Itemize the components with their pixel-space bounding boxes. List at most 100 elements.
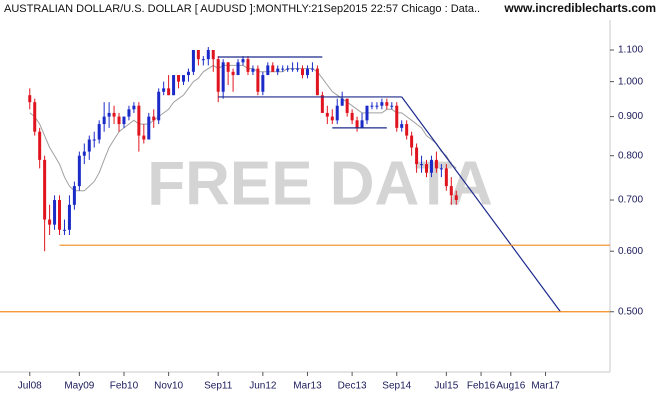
candle-body: [320, 95, 324, 113]
candle-body: [67, 204, 71, 230]
candle-body: [167, 88, 171, 96]
candle-body: [271, 65, 275, 72]
candle-body: [172, 75, 176, 96]
candle-body: [385, 102, 389, 106]
candle-body: [251, 68, 255, 72]
candle-body: [82, 151, 86, 156]
candle-body: [276, 68, 280, 72]
candle-body: [122, 116, 126, 125]
candle-body: [117, 116, 121, 125]
candle-body: [72, 186, 76, 205]
y-tick-label: 0.800: [618, 150, 643, 161]
candle-body: [305, 68, 309, 76]
candle-body: [449, 186, 453, 196]
candle-body: [380, 102, 384, 106]
x-tick-label: Mar17: [531, 381, 560, 392]
x-tick-label: Sep11: [204, 381, 233, 392]
candle-body: [152, 116, 156, 121]
candle-body: [454, 195, 458, 201]
candle-body: [112, 112, 116, 117]
candle-body: [390, 105, 394, 107]
candle-body: [439, 168, 443, 170]
candle-body: [53, 200, 57, 225]
candle-body: [301, 68, 305, 76]
candle-body: [434, 159, 438, 169]
candle-body: [395, 105, 399, 128]
candle-body: [48, 219, 52, 225]
candle-body: [236, 62, 240, 76]
candle-body: [291, 68, 295, 70]
candle-body: [400, 124, 404, 128]
candle-body: [181, 75, 185, 82]
candle-body: [43, 159, 47, 220]
trend-line: [401, 96, 561, 313]
candle-body: [355, 120, 359, 128]
source: www.incrediblecharts.com: [503, 1, 656, 15]
candle-body: [226, 62, 230, 72]
candle-body: [256, 68, 260, 92]
candle-body: [137, 105, 141, 136]
y-tick-label: 1.100: [618, 45, 643, 56]
candle-body: [33, 102, 37, 132]
y-tick-label: 0.600: [618, 246, 643, 257]
y-tick-label: 0.900: [618, 111, 643, 122]
candle-body: [246, 59, 250, 72]
y-tick-label: 0.500: [618, 306, 643, 317]
candle-body: [429, 159, 433, 173]
x-tick-label: Feb10: [110, 381, 139, 392]
candle-body: [296, 68, 300, 70]
candle-body: [221, 62, 225, 92]
candle-body: [420, 164, 424, 166]
candle-body: [92, 139, 96, 141]
candle-body: [425, 164, 429, 173]
candle-body: [38, 131, 42, 160]
candle-body: [211, 49, 215, 60]
candle-body: [310, 68, 314, 70]
candle-body: [286, 68, 290, 70]
candle-body: [97, 124, 101, 140]
candle-body: [266, 65, 270, 76]
candle-body: [335, 105, 339, 121]
y-tick-label: 0.700: [618, 195, 643, 206]
candle-body: [415, 147, 419, 165]
x-tick-label: Dec13: [338, 381, 367, 392]
candle-body: [410, 135, 414, 148]
candle-body: [107, 112, 111, 117]
candle-body: [102, 116, 106, 125]
candle-body: [62, 229, 66, 231]
candle-body: [405, 124, 409, 136]
candle-body: [177, 75, 181, 82]
candle-body: [87, 139, 91, 152]
candle-body: [58, 200, 62, 230]
x-tick-label: Feb16: [467, 381, 496, 392]
candle-body: [315, 68, 319, 96]
chart-title: AUSTRALIAN DOLLAR/U.S. DOLLAR [ AUDUSD ]…: [4, 3, 480, 15]
candle-body: [360, 120, 364, 128]
x-tick-label: Jun12: [249, 381, 277, 392]
x-tick-label: Aug16: [496, 381, 525, 392]
candle-body: [201, 59, 205, 61]
candle-body: [330, 116, 334, 121]
candle-body: [216, 59, 220, 92]
candle-body: [186, 71, 190, 76]
candle-body: [206, 49, 210, 60]
candle-body: [147, 116, 151, 140]
candle-body: [28, 95, 32, 103]
x-tick-label: Mar13: [293, 381, 322, 392]
candle-body: [132, 105, 136, 110]
candle-body: [142, 135, 146, 140]
x-tick-label: May09: [64, 381, 94, 392]
x-tick-label: Sep14: [382, 381, 411, 392]
candle-body: [231, 71, 235, 76]
candle-body: [370, 105, 374, 107]
watermark: FREE DATA: [147, 149, 493, 218]
candle-body: [127, 109, 131, 117]
candle-body: [350, 112, 354, 121]
candle-body: [191, 49, 195, 72]
x-tick-label: Nov10: [154, 381, 183, 392]
candle-body: [241, 59, 245, 63]
candle-body: [325, 112, 329, 117]
candle-body: [196, 49, 200, 60]
